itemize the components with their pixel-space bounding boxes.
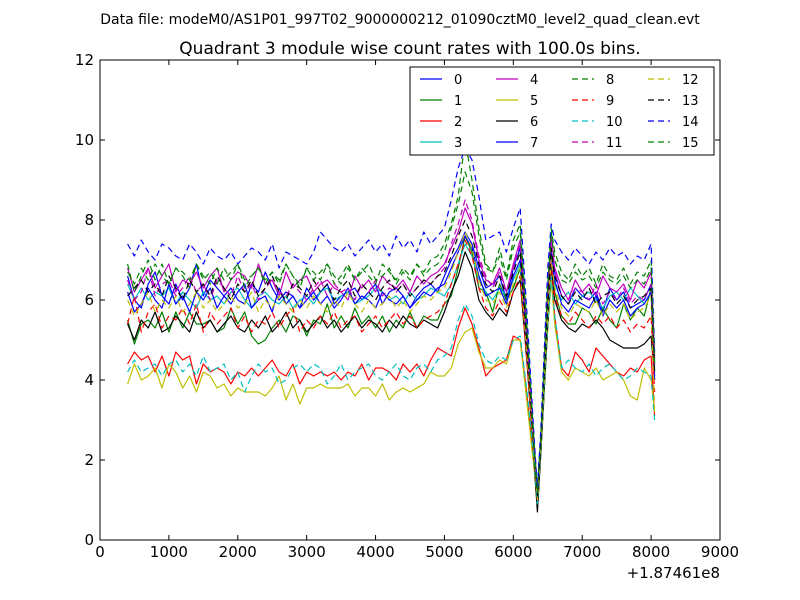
legend-label-0: 0 xyxy=(454,73,462,88)
x-tick-label: 4000 xyxy=(356,543,394,561)
legend-label-9: 9 xyxy=(606,94,614,109)
legend-frame xyxy=(409,66,715,156)
series-line-6 xyxy=(127,251,656,513)
legend-label-2: 2 xyxy=(454,115,462,130)
y-tick-label: 10 xyxy=(75,131,94,149)
y-tick-label: 8 xyxy=(84,211,94,229)
x-axis: 0 1000 2000 3000 4000 5000 6000 7000 8000 9000 xyxy=(95,60,739,561)
series-line-9 xyxy=(127,239,656,501)
x-tick-label: 8000 xyxy=(632,543,670,561)
series-line-7 xyxy=(127,235,656,497)
legend-label-14: 14 xyxy=(682,115,699,130)
legend-label-11: 11 xyxy=(606,136,623,151)
x-tick-label: 2000 xyxy=(219,543,257,561)
x-axis-offset-label: +1.87461e8 xyxy=(627,564,720,582)
series-line-13 xyxy=(127,219,656,497)
legend-label-5: 5 xyxy=(530,94,538,109)
series-line-10 xyxy=(127,275,656,505)
legend-label-1: 1 xyxy=(454,94,462,109)
y-tick-label: 0 xyxy=(84,531,94,549)
legend-label-6: 6 xyxy=(530,115,538,130)
x-tick-label: 0 xyxy=(95,543,105,561)
series-line-4 xyxy=(127,207,656,493)
chart-title: Quadrant 3 module wise count rates with … xyxy=(179,39,640,59)
y-tick-label: 12 xyxy=(75,51,94,69)
series-line-15 xyxy=(127,171,656,493)
legend-label-15: 15 xyxy=(682,136,699,151)
x-tick-label: 7000 xyxy=(563,543,601,561)
series-line-2 xyxy=(127,271,656,505)
x-tick-label: 5000 xyxy=(425,543,463,561)
series-line-5 xyxy=(127,279,656,509)
series-line-11 xyxy=(127,199,656,497)
legend-label-12: 12 xyxy=(682,73,699,88)
y-tick-label: 6 xyxy=(84,291,94,309)
x-tick-label: 1000 xyxy=(150,543,188,561)
series-line-0 xyxy=(127,231,656,493)
legend-label-7: 7 xyxy=(530,136,538,151)
series-line-12 xyxy=(127,231,656,501)
legend-label-8: 8 xyxy=(606,73,614,88)
x-tick-label: 9000 xyxy=(701,543,739,561)
x-tick-label: 6000 xyxy=(494,543,532,561)
y-tick-label: 4 xyxy=(84,371,94,389)
legend-label-10: 10 xyxy=(606,115,623,130)
series-line-8 xyxy=(127,139,656,493)
y-tick-label: 2 xyxy=(84,451,94,469)
figure-suptitle: Data file: modeM0/AS1P01_997T02_90000002… xyxy=(100,12,700,28)
series-line-14 xyxy=(127,147,656,489)
series-layer xyxy=(127,139,656,513)
legend-label-3: 3 xyxy=(454,136,462,151)
legend-label-4: 4 xyxy=(530,73,538,88)
x-tick-label: 3000 xyxy=(288,543,326,561)
legend-label-13: 13 xyxy=(682,94,699,109)
